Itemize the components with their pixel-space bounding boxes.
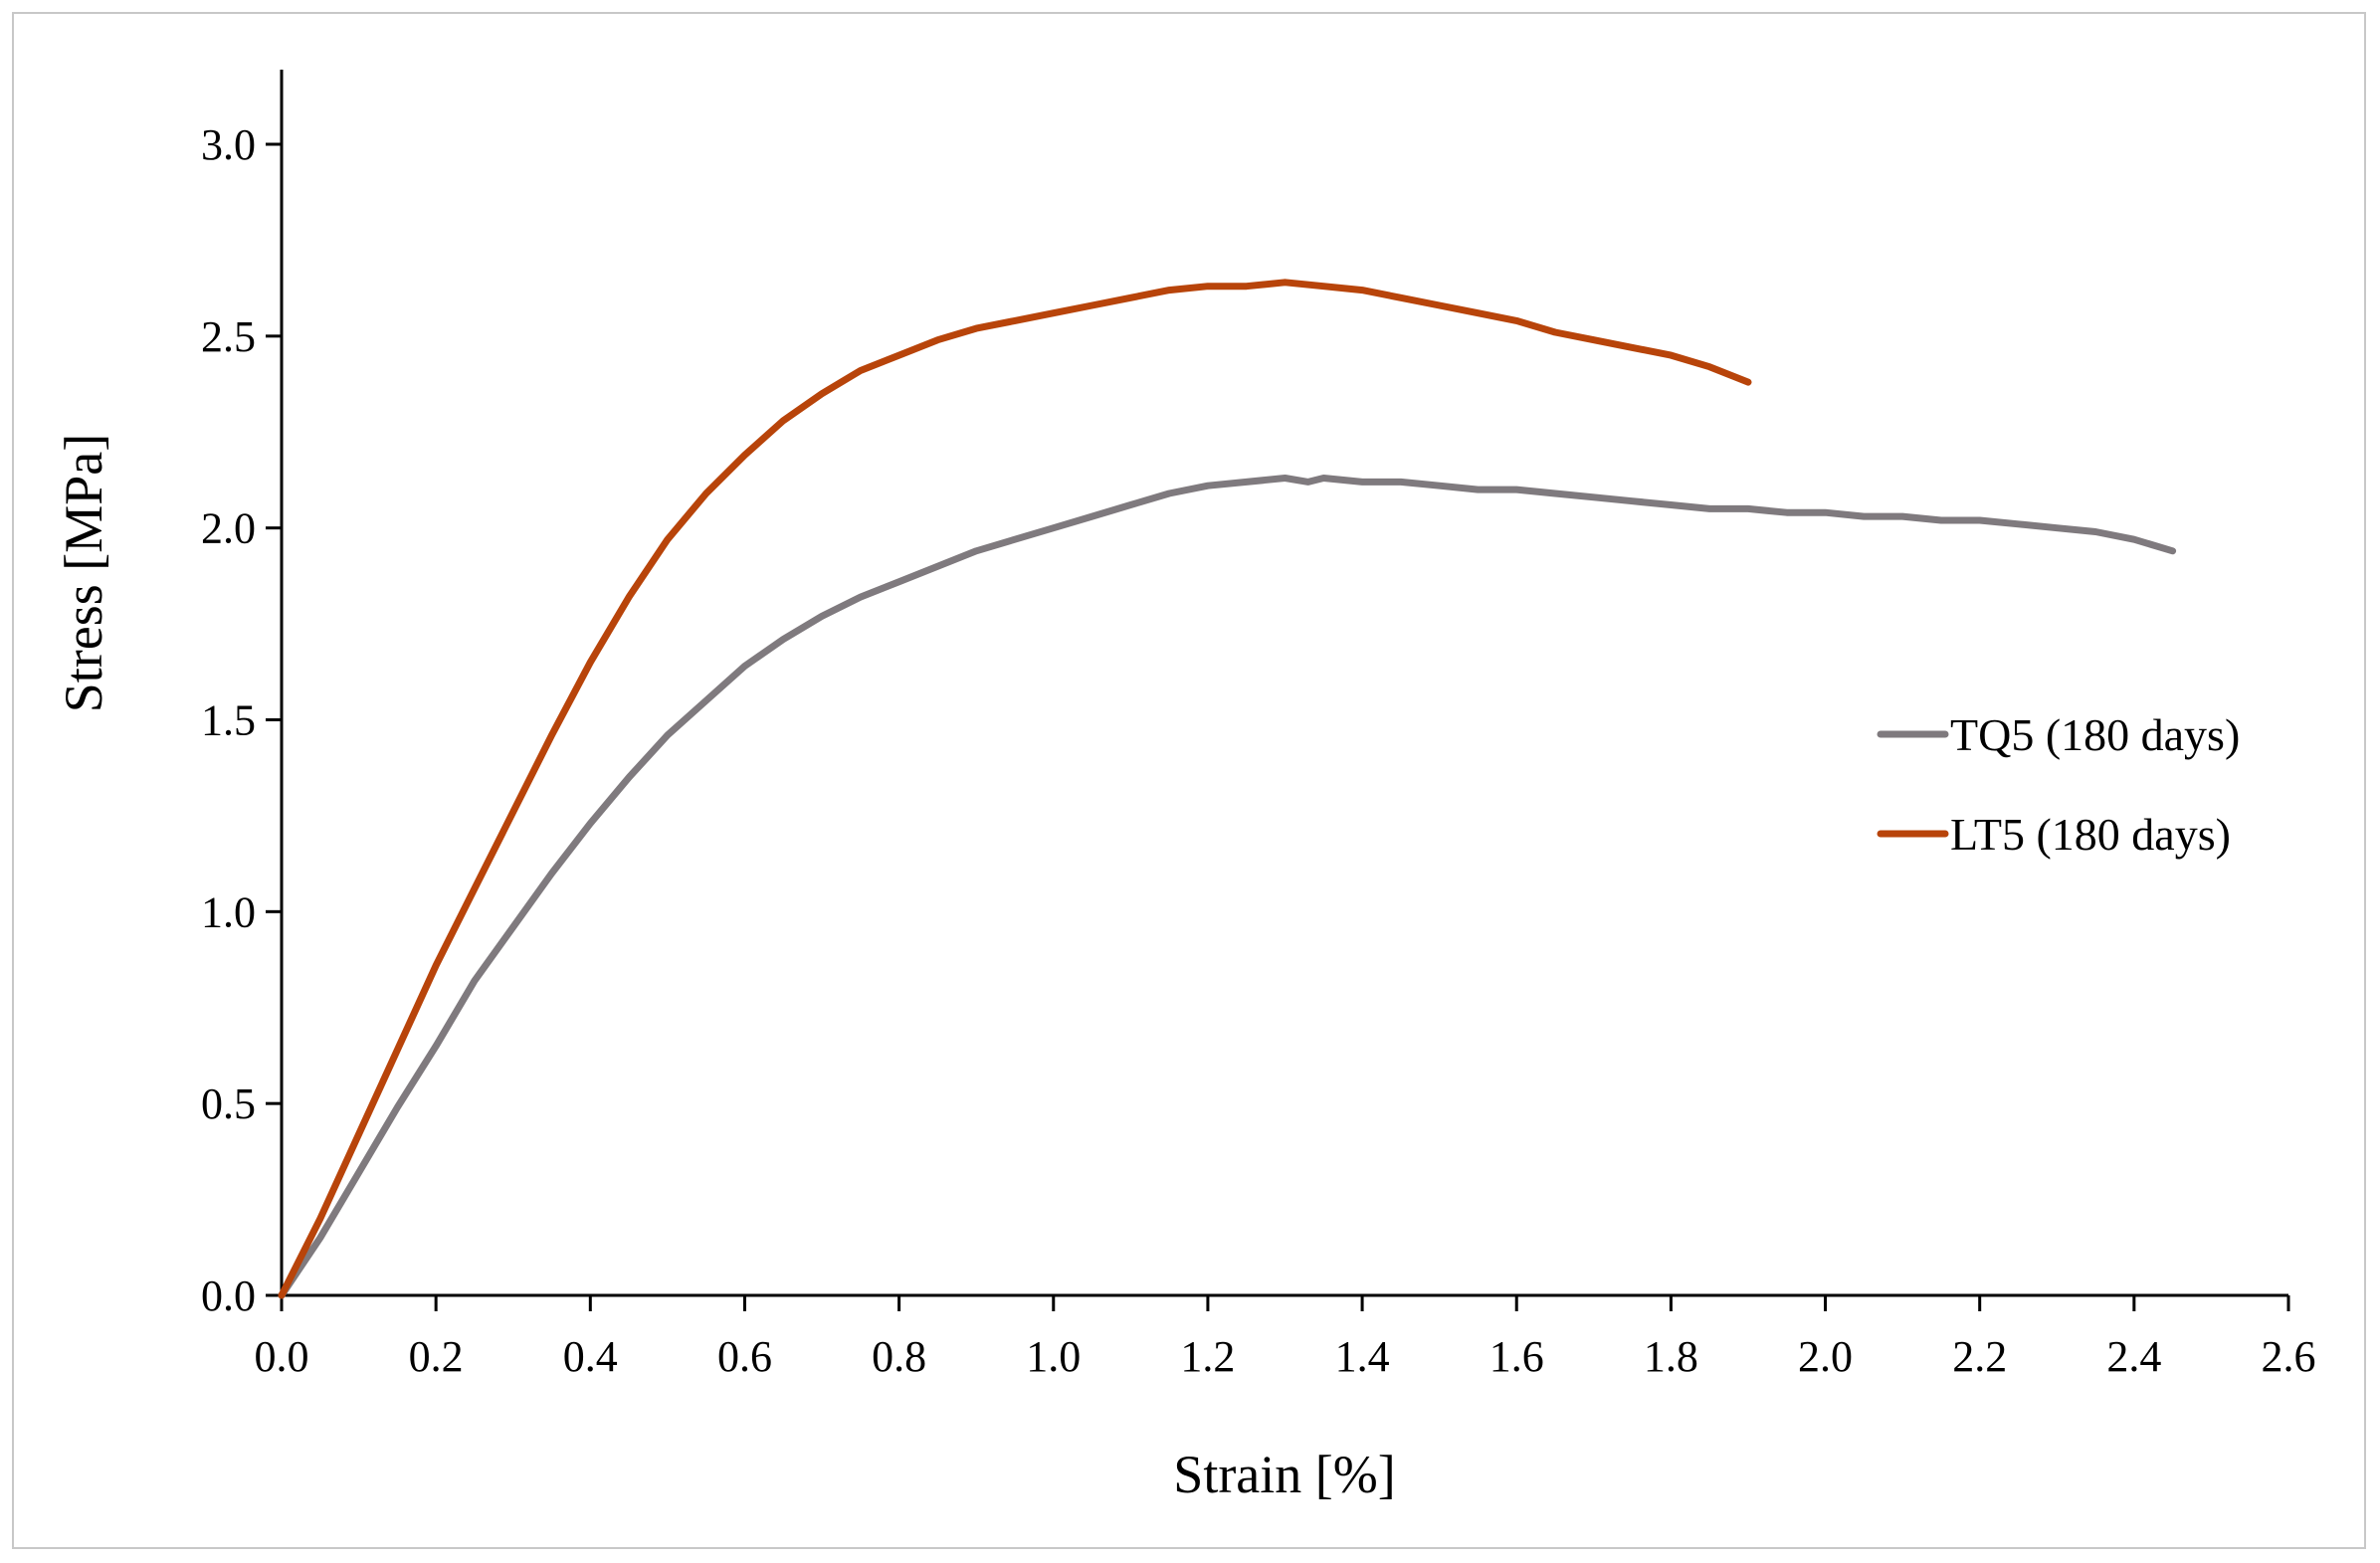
y-tick-label: 1.5 [201, 696, 256, 745]
x-tick-label: 1.6 [1489, 1332, 1544, 1381]
x-tick-label: 0.6 [717, 1332, 772, 1381]
x-tick-label: 0.8 [872, 1332, 926, 1381]
x-tick-label: 0.4 [563, 1332, 618, 1381]
series-line-lt5 [278, 279, 1752, 1299]
y-axis-title: Stress [MPa] [54, 434, 113, 713]
legend-label: LT5 (180 days) [1950, 809, 2231, 860]
x-tick-label: 1.4 [1335, 1332, 1390, 1381]
x-tick-label: 2.4 [2106, 1332, 2161, 1381]
x-tick-label: 0.2 [409, 1332, 464, 1381]
series-line-tq5 [278, 475, 2177, 1299]
x-tick-label: 0.0 [255, 1332, 309, 1381]
chart-frame [12, 12, 2366, 1549]
y-tick-label: 2.0 [201, 504, 256, 553]
y-tick-label: 0.0 [201, 1271, 256, 1320]
y-tick-label: 2.5 [201, 312, 256, 361]
x-tick-label: 2.0 [1798, 1332, 1853, 1381]
x-tick-label: 1.0 [1026, 1332, 1081, 1381]
x-tick-label: 1.8 [1644, 1332, 1698, 1381]
x-tick-label: 1.2 [1180, 1332, 1235, 1381]
axes: 0.0 0.2 0.4 0.6 0.8 1.0 1.2 1.4 1.6 1.8 2.0 2.2 2.4 2… [201, 70, 2316, 1381]
series-layer [278, 279, 2177, 1299]
legend-label: TQ5 (180 days) [1950, 709, 2240, 760]
y-tick-label: 1.0 [201, 887, 256, 936]
x-tick-label: 2.2 [1952, 1332, 2007, 1381]
x-tick-label: 2.6 [2262, 1332, 2316, 1381]
legend: TQ5 (180 days) LT5 (180 days) [1877, 709, 2240, 860]
y-tick-label: 0.5 [201, 1079, 256, 1128]
y-tick-label: 3.0 [201, 120, 256, 169]
x-axis-title: Strain [%] [1173, 1445, 1395, 1504]
